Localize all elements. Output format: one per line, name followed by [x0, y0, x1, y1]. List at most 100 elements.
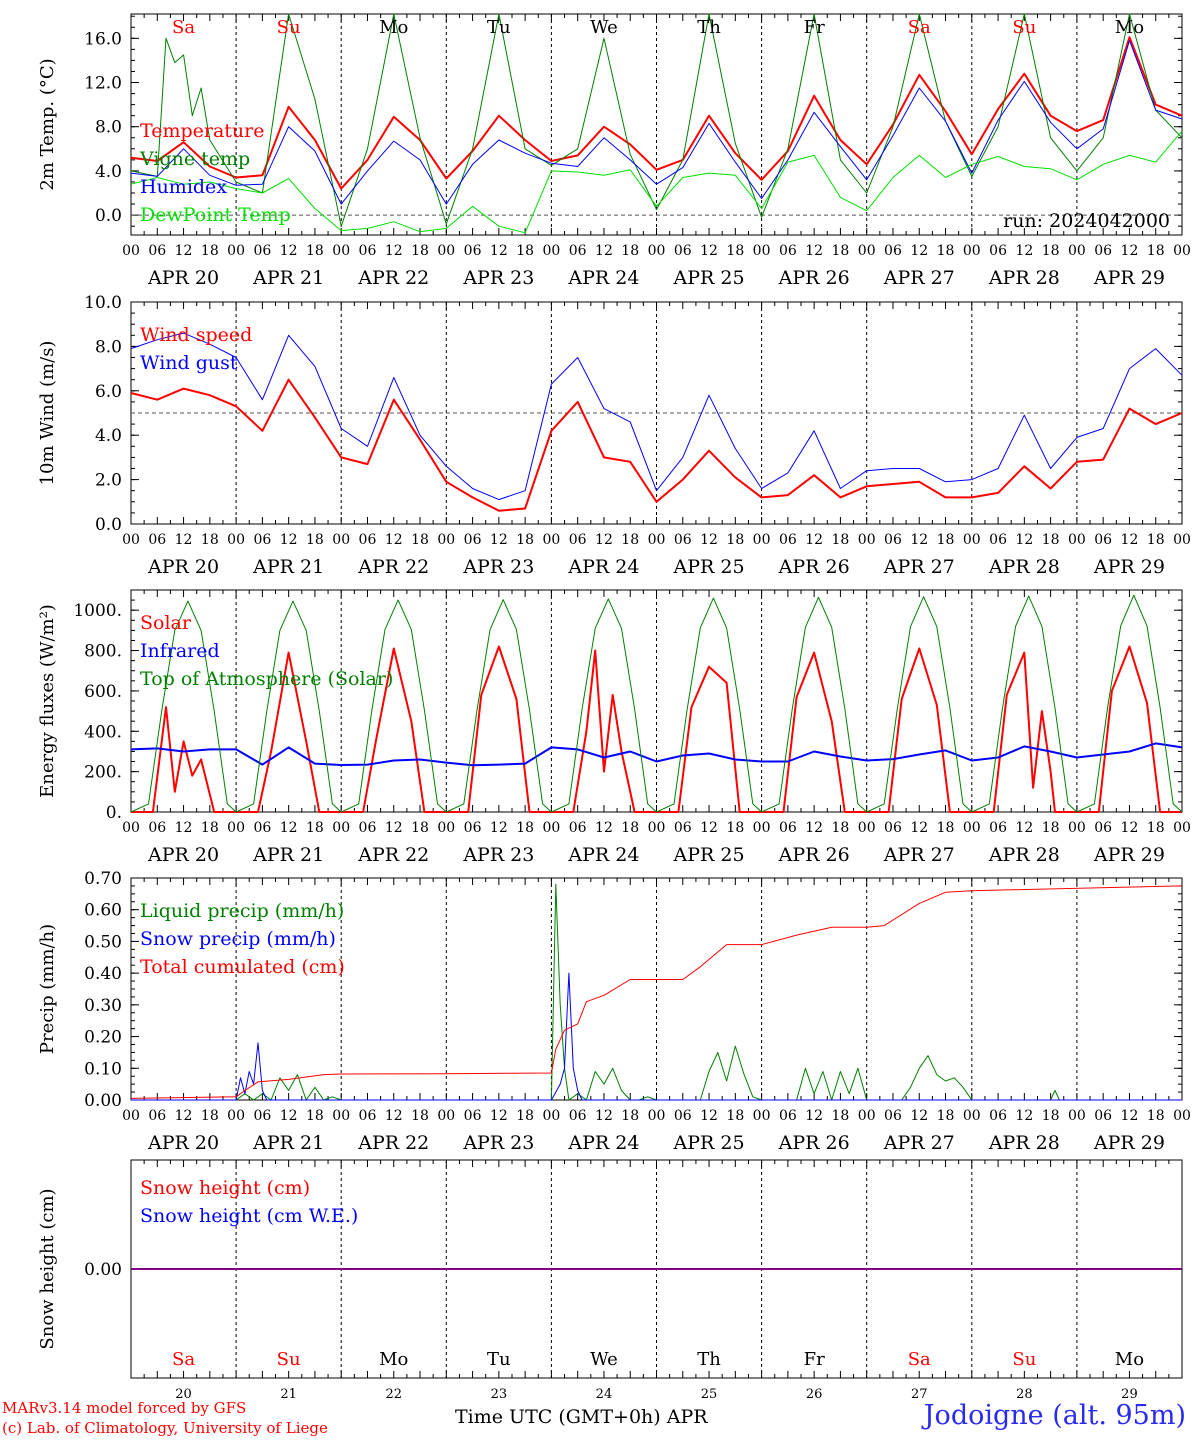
hour-tick-label: 00 — [437, 820, 455, 836]
hour-tick-label: 18 — [832, 243, 850, 259]
day-label: APR 25 — [673, 844, 745, 866]
y-axis-label: 10m Wind (m/s) — [37, 341, 58, 486]
weekday-label: Sa — [908, 17, 931, 38]
hour-tick-label: 06 — [253, 532, 271, 548]
hour-tick-label: 06 — [884, 820, 902, 836]
day-label: APR 29 — [1093, 1132, 1165, 1154]
day-label: APR 24 — [567, 267, 639, 289]
day-label: APR 20 — [147, 844, 219, 866]
weekday-label: Mo — [1115, 17, 1144, 38]
hour-tick-label: 12 — [910, 243, 928, 259]
weekday-label: We — [590, 17, 618, 38]
hour-tick-label: 06 — [989, 1108, 1007, 1124]
weekday-label: Tu — [487, 1349, 511, 1370]
y-tick-label: 800. — [84, 642, 122, 662]
hour-tick-label: 18 — [937, 532, 955, 548]
series-humidex — [130, 40, 1183, 205]
weekday-label: Sa — [172, 1349, 195, 1370]
hour-tick-label: 00 — [332, 532, 350, 548]
weekday-label: Th — [697, 1349, 721, 1370]
station-name: Jodoigne (alt. 95m) — [923, 1400, 1186, 1431]
hour-tick-label: 06 — [989, 820, 1007, 836]
legend-entry: Snow height (cm W.E.) — [140, 1205, 358, 1227]
weekday-label: Mo — [379, 17, 408, 38]
hour-tick-label: 00 — [122, 243, 140, 259]
hour-tick-label: 06 — [779, 820, 797, 836]
legend-entry: Temperature — [140, 120, 264, 142]
hour-tick-label: 00 — [753, 532, 771, 548]
hour-tick-label: 06 — [359, 243, 377, 259]
hour-tick-label: 06 — [464, 1108, 482, 1124]
hour-tick-label: 18 — [1147, 1108, 1165, 1124]
hour-tick-label: 00 — [227, 1108, 245, 1124]
y-tick-label: 0.50 — [84, 932, 122, 952]
hour-tick-label: 18 — [201, 820, 219, 836]
day-label: APR 27 — [883, 267, 955, 289]
hour-tick-label: 06 — [359, 1108, 377, 1124]
hour-tick-label: 12 — [175, 243, 193, 259]
hour-tick-label: 06 — [674, 1108, 692, 1124]
legend-entry: Solar — [140, 612, 192, 634]
hour-tick-label: 18 — [726, 1108, 744, 1124]
hour-tick-label: 06 — [989, 532, 1007, 548]
hour-tick-label: 00 — [648, 1108, 666, 1124]
hour-tick-label: 00 — [858, 1108, 876, 1124]
y-tick-label: 0.20 — [84, 1028, 122, 1048]
hour-tick-label: 18 — [621, 243, 639, 259]
hour-tick-label: 00 — [858, 243, 876, 259]
hour-tick-label: 18 — [1042, 1108, 1060, 1124]
day-label: APR 25 — [673, 556, 745, 578]
series-wind-speed — [130, 378, 1183, 512]
y-tick-label: 16.0 — [84, 29, 122, 49]
weekday-label: Sa — [908, 1349, 931, 1370]
legend-entry: Wind speed — [140, 324, 252, 346]
hour-tick-label: 18 — [306, 532, 324, 548]
y-tick-label: 0. — [106, 803, 122, 823]
hour-tick-label: 12 — [280, 820, 298, 836]
day-label: APR 23 — [462, 844, 534, 866]
hour-tick-label: 12 — [1015, 243, 1033, 259]
hour-tick-label: 12 — [1015, 532, 1033, 548]
hour-tick-label: 00 — [1173, 532, 1191, 548]
y-tick-label: 10.0 — [84, 293, 122, 313]
hour-tick-label: 00 — [122, 1108, 140, 1124]
day-label: APR 23 — [462, 1132, 534, 1154]
y-tick-label: 200. — [84, 763, 122, 783]
hour-tick-label: 12 — [910, 1108, 928, 1124]
day-label: APR 26 — [778, 556, 850, 578]
hour-tick-label: 12 — [385, 532, 403, 548]
y-tick-label: 0.0 — [95, 515, 122, 535]
day-label: APR 25 — [673, 267, 745, 289]
hour-tick-label: 18 — [1147, 243, 1165, 259]
hour-tick-label: 00 — [332, 820, 350, 836]
weekday-label: Su — [1012, 17, 1036, 38]
hour-tick-label: 12 — [700, 243, 718, 259]
y-tick-label: 0.0 — [95, 206, 122, 226]
series-wind-gust — [130, 332, 1183, 501]
hour-tick-label: 18 — [411, 820, 429, 836]
hour-tick-label: 06 — [569, 532, 587, 548]
day-number-label: 27 — [911, 1387, 928, 1402]
hour-tick-label: 06 — [359, 532, 377, 548]
y-tick-label: 0.40 — [84, 964, 122, 984]
hour-tick-label: 18 — [411, 1108, 429, 1124]
y-axis-label: Energy fluxes (W/m²) — [37, 604, 58, 798]
day-number-label: 20 — [175, 1387, 192, 1402]
hour-tick-label: 00 — [1068, 243, 1086, 259]
y-tick-label: 8.0 — [95, 337, 122, 357]
series-infrared — [130, 742, 1183, 767]
hour-tick-label: 00 — [753, 820, 771, 836]
hour-tick-label: 00 — [227, 243, 245, 259]
hour-tick-label: 12 — [700, 1108, 718, 1124]
hour-tick-label: 12 — [595, 1108, 613, 1124]
y-tick-label: 1000. — [73, 601, 122, 621]
hour-tick-label: 06 — [569, 243, 587, 259]
hour-tick-label: 06 — [359, 820, 377, 836]
day-label: APR 28 — [988, 267, 1060, 289]
credit-model: MARv3.14 model forced by GFS — [2, 1399, 247, 1417]
y-axis-label: Snow height (cm) — [37, 1188, 58, 1349]
day-label: APR 23 — [462, 556, 534, 578]
y-tick-label: 0.70 — [84, 869, 122, 889]
hour-tick-label: 12 — [910, 820, 928, 836]
hour-tick-label: 06 — [253, 1108, 271, 1124]
